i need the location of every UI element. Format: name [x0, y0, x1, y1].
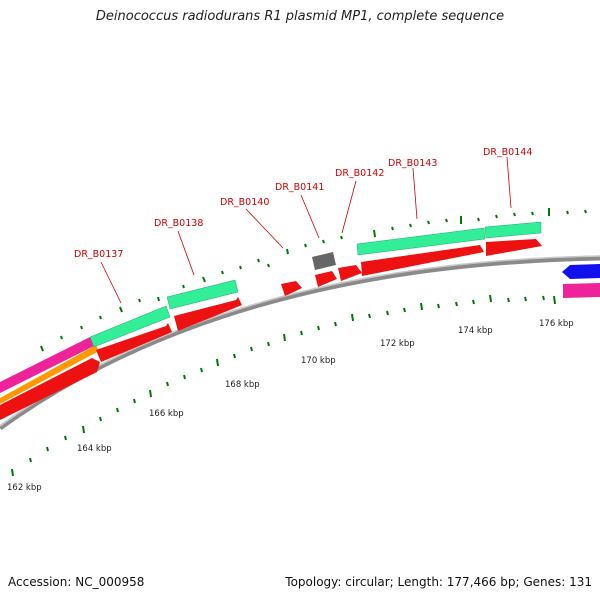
gene-label-dr-b0141: DR_B0141 [275, 182, 324, 193]
inner-tick-ring [11, 294, 556, 477]
leader-dr-b0143 [412, 167, 418, 220]
gene-label-dr-b0140: DR_B0140 [220, 197, 269, 208]
tick-label-176: 176 kbp [539, 319, 574, 329]
tick-label-172: 172 kbp [380, 339, 415, 349]
outer-tick-ring [40, 208, 587, 352]
gene-label-dr-b0137: DR_B0137 [74, 249, 123, 260]
magenta-right-block [563, 283, 600, 298]
leader-dr-b0137 [100, 261, 122, 304]
accession-label: Accession: NC_000958 [8, 575, 145, 589]
gene-label-dr-b0143: DR_B0143 [388, 158, 437, 169]
gene-label-leaders [100, 156, 512, 304]
gene-block-dr-b0138 [166, 279, 239, 310]
leader-dr-b0142 [341, 180, 357, 234]
map-title: Deinococcus radiodurans R1 plasmid MP1, … [95, 9, 505, 24]
leader-dr-b0144 [506, 156, 512, 209]
gene-label-dr-b0144: DR_B0144 [483, 147, 532, 158]
tick-label-174: 174 kbp [458, 326, 493, 336]
orange-gene-track [0, 345, 99, 404]
left-red-cds [0, 358, 100, 420]
gene-label-dr-b0142: DR_B0142 [335, 168, 384, 179]
gene-label-dr-b0138: DR_B0138 [154, 218, 203, 229]
blue-cds-arrow [562, 264, 600, 279]
pseudogene-block-dr-b0141 [312, 252, 336, 270]
cds-arrow-4 [315, 271, 337, 287]
cds-arrow-7 [486, 239, 542, 256]
cds-arrow-2 [174, 297, 242, 331]
tick-label-162: 162 kbp [7, 483, 42, 493]
cds-arrow-3 [281, 281, 302, 296]
leader-dr-b0141 [300, 194, 320, 239]
tick-label-170: 170 kbp [301, 356, 336, 366]
magenta-gene-track [0, 336, 96, 393]
tick-label-168: 168 kbp [225, 380, 260, 390]
cds-arrow-5 [338, 265, 362, 281]
gene-block-dr-b0137 [89, 305, 171, 348]
leader-dr-b0140 [245, 208, 284, 249]
gene-block-dr-b0143 [356, 227, 486, 256]
tick-label-164: 164 kbp [77, 444, 112, 454]
tick-label-166: 166 kbp [149, 409, 184, 419]
leader-dr-b0138 [177, 230, 195, 276]
cds-arrow-6 [361, 245, 484, 276]
cds-arrow-1 [96, 323, 172, 362]
topology-info: Topology: circular; Length: 177,466 bp; … [285, 575, 592, 589]
gene-block-dr-b0144 [484, 221, 542, 239]
